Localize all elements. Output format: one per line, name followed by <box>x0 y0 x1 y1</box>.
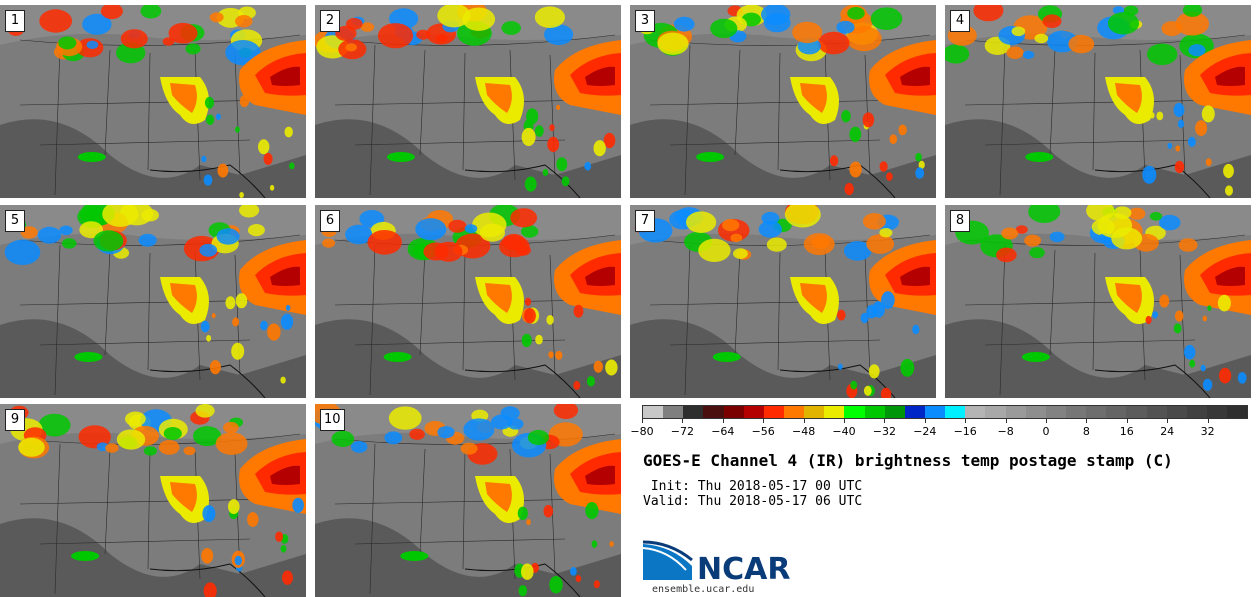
panel-7: 7 <box>630 205 936 398</box>
colorbar-segment <box>703 406 724 418</box>
ir-map-10 <box>315 404 621 597</box>
colorbar-tick <box>884 419 886 423</box>
panel-1: 1 <box>0 5 306 198</box>
init-time: Init: Thu 2018-05-17 00 UTC <box>643 479 863 494</box>
colorbar-segment <box>1106 406 1127 418</box>
panel-number: 2 <box>320 10 340 32</box>
ir-map-6 <box>315 205 621 398</box>
colorbar-tick <box>1126 419 1128 423</box>
colorbar-tick-label: −64 <box>711 425 735 438</box>
ncar-logo-text: NCAR <box>697 552 791 587</box>
colorbar-segment <box>965 406 986 418</box>
colorbar-tick-label: −40 <box>832 425 856 438</box>
panel-10: 10 <box>315 404 621 597</box>
colorbar-tick <box>965 419 967 423</box>
panel-6: 6 <box>315 205 621 398</box>
chart-title: GOES-E Channel 4 (IR) brightness temp po… <box>643 451 1173 470</box>
colorbar-tick-label: 16 <box>1119 425 1134 438</box>
panel-8: 8 <box>945 205 1251 398</box>
colorbar-tick-label: −72 <box>670 425 694 438</box>
panel-5: 5 <box>0 205 306 398</box>
colorbar-tick-label: 0 <box>1042 425 1050 438</box>
colorbar-segment <box>1186 406 1207 418</box>
panel-4: 4 <box>945 5 1251 198</box>
colorbar-segment <box>743 406 764 418</box>
colorbar-tick-label: −32 <box>872 425 896 438</box>
colorbar-segment <box>985 406 1006 418</box>
colorbar-segment <box>884 406 905 418</box>
panel-number: 10 <box>320 409 345 431</box>
colorbar-segment <box>1045 406 1066 418</box>
ir-map-9 <box>0 404 306 597</box>
colorbar-tick <box>642 419 643 423</box>
panel-2: 2 <box>315 5 621 198</box>
panel-number: 3 <box>635 10 655 32</box>
colorbar-segment <box>1166 406 1187 418</box>
panel-number: 6 <box>320 210 340 232</box>
colorbar-tick-label: 32 <box>1200 425 1215 438</box>
colorbar-tick <box>844 419 845 423</box>
colorbar-tick-label: −80 <box>630 425 654 438</box>
colorbar-segment <box>683 406 704 418</box>
colorbar-segment <box>864 406 885 418</box>
colorbar-segment <box>844 406 865 418</box>
colorbar-tick-label: −24 <box>913 425 937 438</box>
panel-number: 1 <box>5 10 25 32</box>
colorbar-tick <box>682 419 684 423</box>
colorbar <box>642 405 1248 419</box>
ir-map-2 <box>315 5 621 198</box>
colorbar-segment <box>643 406 664 418</box>
colorbar-tick <box>1167 419 1169 423</box>
ir-map-4 <box>945 5 1251 198</box>
colorbar-segment <box>783 406 805 418</box>
colorbar-tick <box>763 419 765 423</box>
colorbar-segment <box>663 406 684 418</box>
colorbar-segment <box>1005 406 1026 418</box>
panel-number: 9 <box>5 409 25 431</box>
colorbar-tick <box>803 419 805 423</box>
colorbar-tick-label: 8 <box>1082 425 1090 438</box>
colorbar-tick <box>1046 419 1047 423</box>
colorbar-tick-label: −16 <box>953 425 977 438</box>
panel-number: 7 <box>635 210 655 232</box>
colorbar-segment <box>904 406 925 418</box>
panel-9: 9 <box>0 404 306 597</box>
colorbar-tick <box>722 419 724 423</box>
panel-number: 8 <box>950 210 970 232</box>
colorbar-segment <box>723 406 744 418</box>
colorbar-segment <box>763 406 784 418</box>
colorbar-tick <box>1086 419 1088 423</box>
colorbar-tick-label: −48 <box>791 425 816 438</box>
ir-map-1 <box>0 5 306 198</box>
colorbar-segment <box>924 406 946 418</box>
colorbar-tick <box>1207 419 1209 423</box>
colorbar-ticks: −80 −72 −64 −56 −48 −40 −32 −24 −16 −8 0 8 16 24 32 <box>630 419 1248 439</box>
panel-number: 5 <box>5 210 25 232</box>
ir-map-3 <box>630 5 936 198</box>
colorbar-segment <box>824 406 845 418</box>
ir-map-5 <box>0 205 306 398</box>
colorbar-tick-label: −56 <box>751 425 775 438</box>
colorbar-segment <box>804 406 825 418</box>
panel-3: 3 <box>630 5 936 198</box>
colorbar-segment <box>1206 406 1228 418</box>
colorbar-segment <box>945 406 966 418</box>
colorbar-tick <box>1005 419 1007 423</box>
colorbar-segment <box>1065 406 1087 418</box>
colorbar-segment <box>1227 406 1248 418</box>
colorbar-segment <box>1146 406 1167 418</box>
colorbar-tick-label: 24 <box>1160 425 1175 438</box>
ir-map-7 <box>630 205 936 398</box>
colorbar-tick-label: −8 <box>997 425 1014 438</box>
colorbar-segment <box>1126 406 1147 418</box>
colorbar-segment <box>1086 406 1107 418</box>
ir-map-8 <box>945 205 1251 398</box>
panel-number: 4 <box>950 10 970 32</box>
colorbar-tick <box>924 419 926 423</box>
site-url: ensemble.ucar.edu <box>652 584 755 595</box>
ncar-logo-icon <box>642 540 693 580</box>
valid-time: Valid: Thu 2018-05-17 06 UTC <box>643 494 863 509</box>
colorbar-segment <box>1025 406 1046 418</box>
